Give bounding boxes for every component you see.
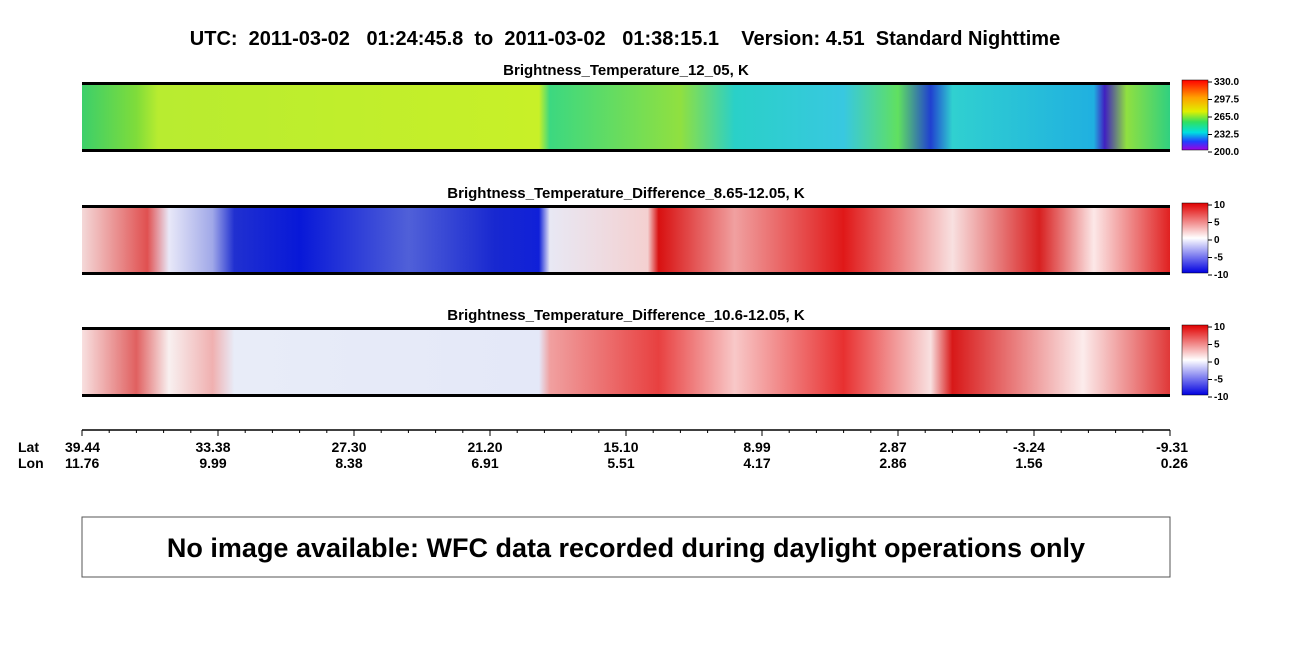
colorbar bbox=[1181, 79, 1209, 151]
page-title: UTC: 2011-03-02 01:24:45.8 to 2011-03-02… bbox=[190, 28, 1060, 50]
colorbar bbox=[1181, 202, 1209, 274]
lon-tick-label: 9.99 bbox=[199, 455, 226, 471]
strip-border-top bbox=[82, 327, 1170, 330]
lat-tick-label: 21.20 bbox=[467, 439, 502, 455]
lat-tick-label: 27.30 bbox=[331, 439, 366, 455]
lon-label: Lon bbox=[18, 455, 44, 471]
colorbar bbox=[1181, 324, 1209, 396]
lon-tick-label: 6.91 bbox=[471, 455, 498, 471]
lon-tick-label: 8.38 bbox=[335, 455, 362, 471]
colorbar-tick-label: 5 bbox=[1214, 340, 1220, 351]
lat-tick-label: 39.44 bbox=[65, 439, 100, 455]
colorbar-tick-label: 10 bbox=[1214, 200, 1226, 211]
lon-tick-label: 4.17 bbox=[743, 455, 770, 471]
image-strip bbox=[82, 205, 1170, 275]
lon-tick-label: 2.86 bbox=[879, 455, 906, 471]
colorbar-tick-label: 0 bbox=[1214, 235, 1220, 246]
lon-tick-label: 11.76 bbox=[65, 455, 99, 471]
strip-border-bottom bbox=[82, 149, 1170, 152]
image-strip bbox=[82, 82, 1170, 152]
colorbar-tick-label: -5 bbox=[1214, 253, 1223, 264]
strip-border-top bbox=[82, 205, 1170, 208]
lon-tick-label: 0.26 bbox=[1161, 455, 1188, 471]
image-strip bbox=[82, 327, 1170, 397]
lat-tick-label: 33.38 bbox=[195, 439, 230, 455]
strip-border-top bbox=[82, 82, 1170, 85]
lat-tick-label: 8.99 bbox=[743, 439, 770, 455]
message-box bbox=[81, 516, 1171, 578]
lat-tick-label: -3.24 bbox=[1013, 439, 1045, 455]
colorbar-tick-label: 0 bbox=[1214, 357, 1220, 368]
panel-title: Brightness_Temperature_Difference_8.65-1… bbox=[447, 185, 805, 202]
colorbar-tick-label: 5 bbox=[1214, 218, 1220, 229]
strip-border-bottom bbox=[82, 272, 1170, 275]
message: No image available: WFC data recorded du… bbox=[167, 533, 1085, 563]
colorbar-tick-label: 200.0 bbox=[1214, 147, 1239, 158]
content: UTC: 2011-03-02 01:24:45.8 to 2011-03-02… bbox=[18, 28, 1239, 578]
lat-tick-label: 2.87 bbox=[879, 439, 906, 455]
lon-tick-label: 5.51 bbox=[607, 455, 634, 471]
colorbar-tick-label: 232.5 bbox=[1214, 130, 1239, 141]
strip-border-bottom bbox=[82, 394, 1170, 397]
panel-title: Brightness_Temperature_12_05, K bbox=[503, 62, 749, 79]
colorbar-tick-label: -10 bbox=[1214, 392, 1229, 403]
colorbar-tick-label: -5 bbox=[1214, 375, 1223, 386]
lat-label: Lat bbox=[18, 439, 39, 455]
colorbar-tick-label: 297.5 bbox=[1214, 95, 1239, 106]
colorbar-tick-label: 330.0 bbox=[1214, 77, 1239, 88]
colorbar-tick-label: 265.0 bbox=[1214, 112, 1239, 123]
colorbar-tick-label: 10 bbox=[1214, 322, 1226, 333]
lon-tick-label: 1.56 bbox=[1015, 455, 1042, 471]
lat-tick-label: -9.31 bbox=[1156, 439, 1188, 455]
colorbar-tick-label: -10 bbox=[1214, 270, 1229, 281]
lat-tick-label: 15.10 bbox=[603, 439, 638, 455]
panel-title: Brightness_Temperature_Difference_10.6-1… bbox=[447, 307, 805, 324]
